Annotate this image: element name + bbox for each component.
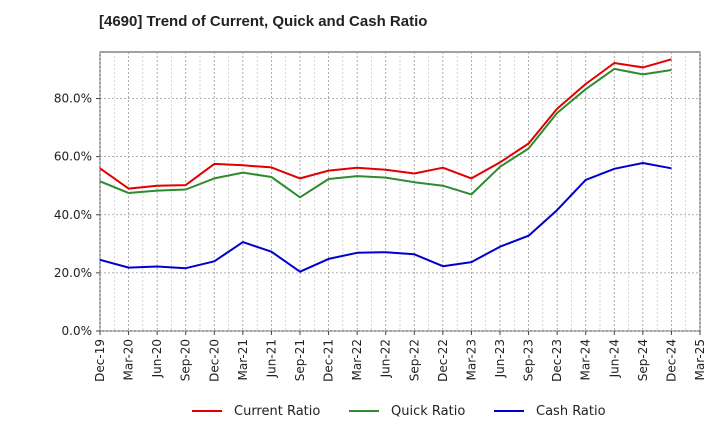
legend: Current Ratio Quick Ratio Cash Ratio [192,404,606,419]
series-lines [99,58,672,273]
x-tick-label: Sep-21 [293,339,307,381]
axes: 0.0% 20.0% 40.0% 60.0% 80.0% Dec-19 Mar-20 Jun-… [54,92,707,382]
series-line-cash-ratio [99,162,672,273]
y-tick-label: 80.0% [54,92,92,106]
x-tick-label: Sep-24 [636,339,650,381]
x-tick-label: Dec-20 [207,339,221,382]
x-tick-label: Jun-20 [150,339,164,378]
x-tick-label: Jun-22 [379,339,393,378]
x-tick-label: Mar-24 [579,339,593,380]
x-tick-label: Mar-23 [464,339,478,380]
y-tick-label: 60.0% [54,150,92,164]
grid-lines [99,52,701,332]
legend-label: Cash Ratio [536,404,606,419]
legend-label: Current Ratio [234,404,320,419]
x-tick-label: Mar-20 [122,339,136,380]
y-tick-label: 20.0% [54,266,92,280]
x-tick-label: Sep-22 [407,339,421,381]
chart-title: [4690] Trend of Current, Quick and Cash … [99,13,427,30]
x-tick-label: Sep-23 [522,339,536,381]
x-tick-label: Dec-21 [322,339,336,382]
series-line-quick-ratio [99,67,672,199]
y-tick-label: 0.0% [62,324,93,338]
x-tick-label: Jun-23 [493,339,507,378]
x-tick-label: Mar-21 [236,339,250,380]
x-tick-label: Dec-19 [93,339,107,382]
y-tick-label: 40.0% [54,208,92,222]
x-tick-label: Mar-25 [693,339,707,380]
x-tick-label: Mar-22 [350,339,364,380]
legend-label: Quick Ratio [391,404,465,419]
x-tick-label: Sep-20 [179,339,193,381]
x-tick-label: Dec-23 [550,339,564,382]
x-tick-label: Jun-21 [264,339,278,378]
x-tick-label: Dec-22 [436,339,450,382]
series-line-current-ratio [99,58,672,190]
x-tick-label: Dec-24 [664,339,678,382]
x-tick-label: Jun-24 [607,339,621,378]
